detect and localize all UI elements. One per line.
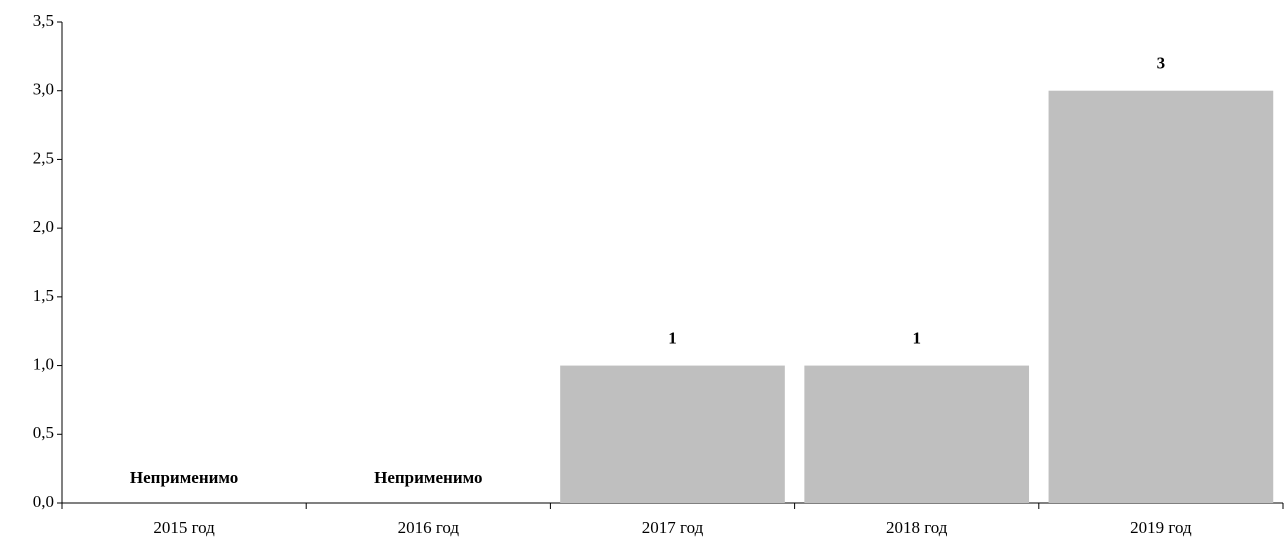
y-tick-label: 2,5 (33, 148, 54, 167)
y-tick-label: 0,0 (33, 492, 54, 511)
x-tick-label: 2015 год (153, 518, 215, 537)
y-tick-label: 3,5 (33, 11, 54, 30)
x-tick-label: 2019 год (1130, 518, 1192, 537)
x-tick-label: 2016 год (398, 518, 460, 537)
value-label: 3 (1157, 54, 1166, 73)
y-tick-label: 1,5 (33, 286, 54, 305)
x-tick-label: 2017 год (642, 518, 704, 537)
bar (1048, 90, 1274, 503)
y-tick-label: 1,0 (33, 354, 54, 373)
bar (560, 365, 785, 503)
y-tick-label: 3,0 (33, 80, 54, 99)
value-label: 1 (668, 328, 677, 347)
value-label: Неприменимо (374, 468, 482, 487)
value-label: 1 (912, 328, 921, 347)
y-tick-label: 0,5 (33, 423, 54, 442)
y-tick-label: 2,0 (33, 217, 54, 236)
x-tick-label: 2018 год (886, 518, 948, 537)
value-label: Неприменимо (130, 468, 238, 487)
bar (804, 365, 1030, 503)
